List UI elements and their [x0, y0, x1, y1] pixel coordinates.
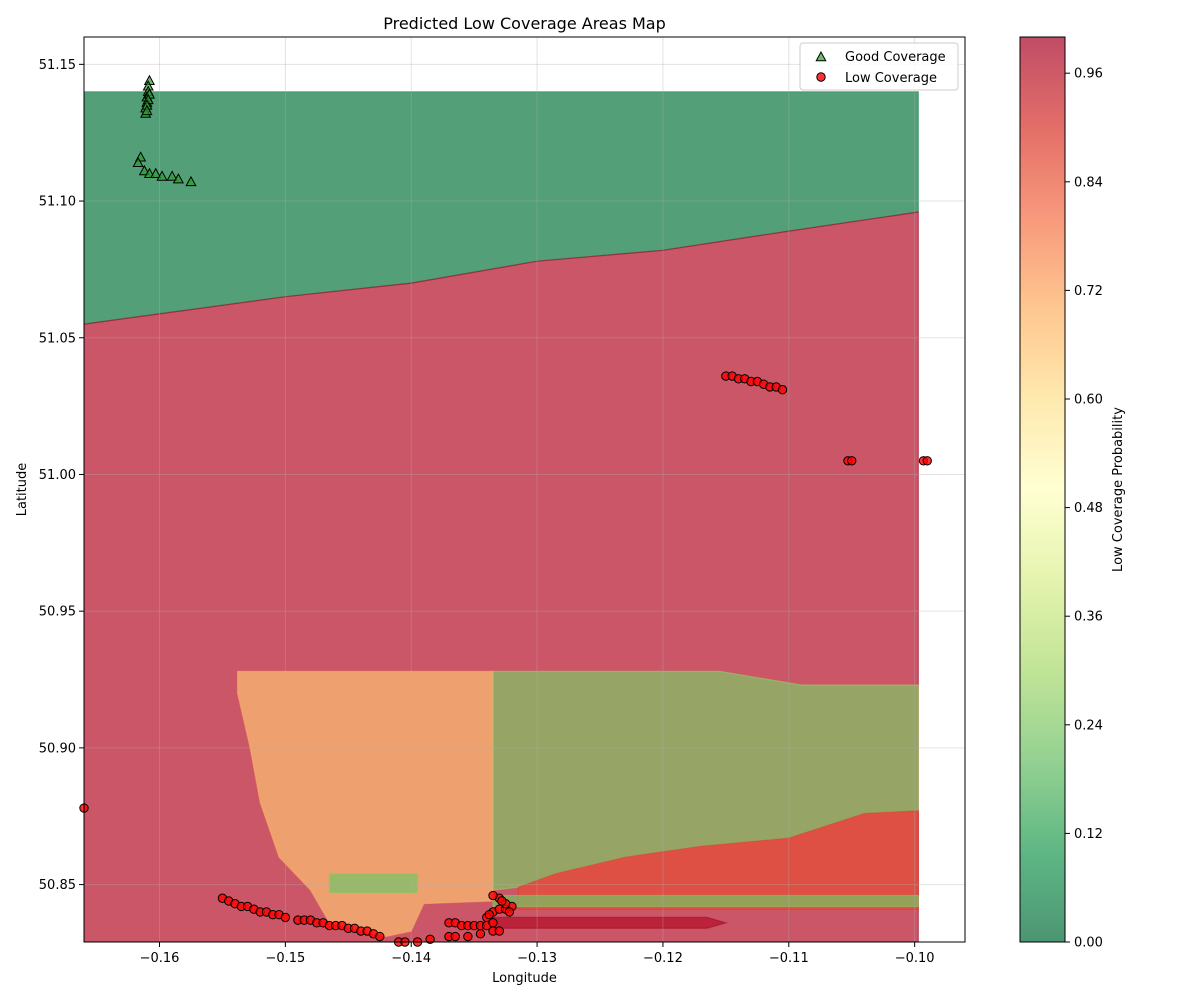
contour-region [328, 872, 419, 894]
y-tick-label: 51.15 [39, 58, 76, 73]
good-coverage-point [132, 156, 144, 168]
low-coverage-point [484, 909, 494, 920]
low-coverage-point [922, 456, 932, 466]
low-coverage-point [494, 926, 505, 936]
legend-good-coverage-marker [815, 50, 827, 62]
contour-region [492, 894, 920, 908]
y-axis-ticks: 50.85 50.90 50.95 51.00 51.05 51.10 51.15 [39, 58, 84, 893]
legend: Good Coverage Low Coverage [799, 42, 959, 91]
y-tick-label: 51.10 [39, 195, 76, 210]
low-coverage-point [475, 929, 486, 939]
scatter-points [79, 74, 932, 947]
low-coverage-point [497, 896, 507, 906]
good-coverage-point [141, 104, 153, 116]
contour-region [492, 916, 729, 929]
colorbar-tick-label: 0.72 [1074, 284, 1103, 299]
colorbar-tick-label: 0.96 [1074, 67, 1103, 82]
low-coverage-point [504, 907, 515, 917]
good-coverage-point [156, 170, 168, 181]
colorbar-tick-label: 0.60 [1074, 393, 1103, 408]
legend-good-coverage-label: Good Coverage [845, 50, 946, 65]
x-tick-label: −0.11 [769, 951, 809, 966]
plot-frame [83, 36, 966, 943]
low-coverage-point [847, 456, 857, 466]
y-tick-label: 50.90 [39, 741, 76, 756]
low-coverage-point [450, 931, 460, 942]
y-tick-label: 50.95 [39, 605, 76, 620]
x-tick-label: −0.10 [895, 951, 935, 966]
colorbar-tick-label: 0.00 [1074, 936, 1103, 951]
good-coverage-point [185, 175, 197, 187]
colorbar-tick-label: 0.24 [1074, 718, 1103, 733]
colorbar-tick-label: 0.84 [1074, 175, 1103, 190]
contour-regions [84, 37, 965, 942]
low-coverage-point [463, 931, 473, 942]
x-tick-label: −0.14 [391, 951, 431, 966]
good-coverage-point [138, 164, 151, 176]
good-coverage-point [166, 170, 178, 181]
y-tick-label: 51.00 [39, 468, 76, 483]
colorbar [1019, 36, 1066, 943]
x-tick-label: −0.15 [265, 951, 305, 966]
low-coverage-point [375, 931, 385, 942]
x-tick-label: −0.13 [517, 951, 557, 966]
colorbar-ticks: 0.00 0.12 0.24 0.36 0.48 0.60 0.72 0.84 0.96 [1065, 67, 1103, 951]
x-tick-label: −0.12 [643, 951, 683, 966]
low-coverage-point [425, 934, 435, 944]
chart-title: Predicted Low Coverage Areas Map [383, 14, 666, 33]
good-coverage-point [172, 173, 184, 184]
colorbar-tick-label: 0.36 [1074, 610, 1103, 625]
contour-region [517, 810, 920, 910]
colorbar-tick-label: 0.48 [1074, 501, 1103, 516]
good-coverage-point [150, 167, 162, 178]
x-tick-label: −0.16 [140, 951, 180, 966]
colorbar-label: Low Coverage Probability [1111, 407, 1126, 572]
legend-low-coverage-marker [816, 72, 826, 82]
y-tick-label: 51.05 [39, 331, 76, 346]
y-tick-label: 50.85 [39, 878, 76, 893]
y-axis-label: Latitude [15, 463, 30, 517]
low-coverage-point [280, 912, 291, 923]
colorbar-tick-label: 0.12 [1074, 827, 1103, 842]
low-coverage-point [488, 890, 498, 901]
legend-box [799, 42, 959, 91]
low-coverage-point [777, 385, 788, 395]
x-axis-ticks: −0.16 −0.15 −0.14 −0.13 −0.12 −0.11 −0.10 [140, 942, 935, 966]
legend-low-coverage-label: Low Coverage [845, 71, 937, 86]
x-axis-label: Longitude [492, 971, 557, 986]
